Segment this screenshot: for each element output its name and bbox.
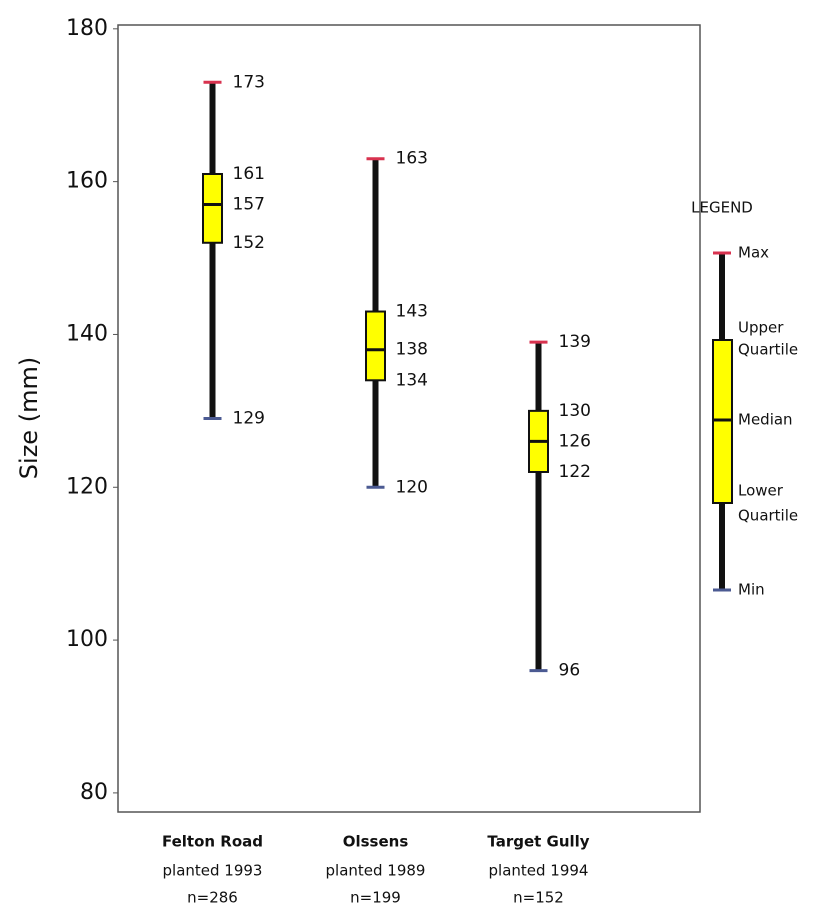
category-sublabel: n=286 <box>187 889 238 907</box>
box <box>365 310 386 382</box>
category-sublabel: planted 1993 <box>163 862 263 880</box>
value-label: 138 <box>396 340 428 360</box>
value-label: 161 <box>233 164 265 184</box>
value-label: 143 <box>396 302 428 322</box>
category-sublabel: planted 1994 <box>489 862 589 880</box>
legend: LEGEND Max Upper Quartile Median Lower Q… <box>691 199 798 599</box>
value-label: 120 <box>396 477 428 497</box>
y-tick-label: 180 <box>66 16 108 41</box>
plot-frame <box>117 24 701 813</box>
value-label: 130 <box>559 401 591 421</box>
value-label: 157 <box>233 195 265 215</box>
value-label: 139 <box>559 332 591 352</box>
y-tick-label: 140 <box>66 321 108 346</box>
box <box>202 172 223 244</box>
y-tick-label: 120 <box>66 474 108 499</box>
legend-label: Lower <box>738 482 784 500</box>
legend-label: Min <box>738 581 765 599</box>
value-label: 129 <box>233 409 265 429</box>
y-axis-label: Size (mm) <box>15 357 43 479</box>
legend-label: Upper <box>738 319 784 337</box>
category-label: Olssens <box>343 833 409 851</box>
category-label: Target Gully <box>487 833 589 851</box>
y-tick-label: 100 <box>66 627 108 652</box>
value-label: 126 <box>559 431 591 451</box>
y-tick-label: 80 <box>80 780 108 805</box>
legend-label: Quartile <box>738 341 798 359</box>
value-label: 163 <box>396 149 428 169</box>
value-label: 96 <box>559 661 581 681</box>
category-sublabel: n=199 <box>350 889 401 907</box>
category-sublabel: planted 1989 <box>326 862 426 880</box>
value-label: 152 <box>233 233 265 253</box>
category-sublabel: n=152 <box>513 889 564 907</box>
legend-label: Quartile <box>738 507 798 525</box>
legend-label: Median <box>738 411 793 429</box>
category-label: Felton Road <box>162 833 263 851</box>
value-label: 122 <box>559 462 591 482</box>
y-tick-label: 160 <box>66 169 108 194</box>
value-label: 134 <box>396 370 428 390</box>
legend-label: Max <box>738 244 769 262</box>
legend-title: LEGEND <box>691 199 753 217</box>
value-label: 173 <box>233 72 265 92</box>
